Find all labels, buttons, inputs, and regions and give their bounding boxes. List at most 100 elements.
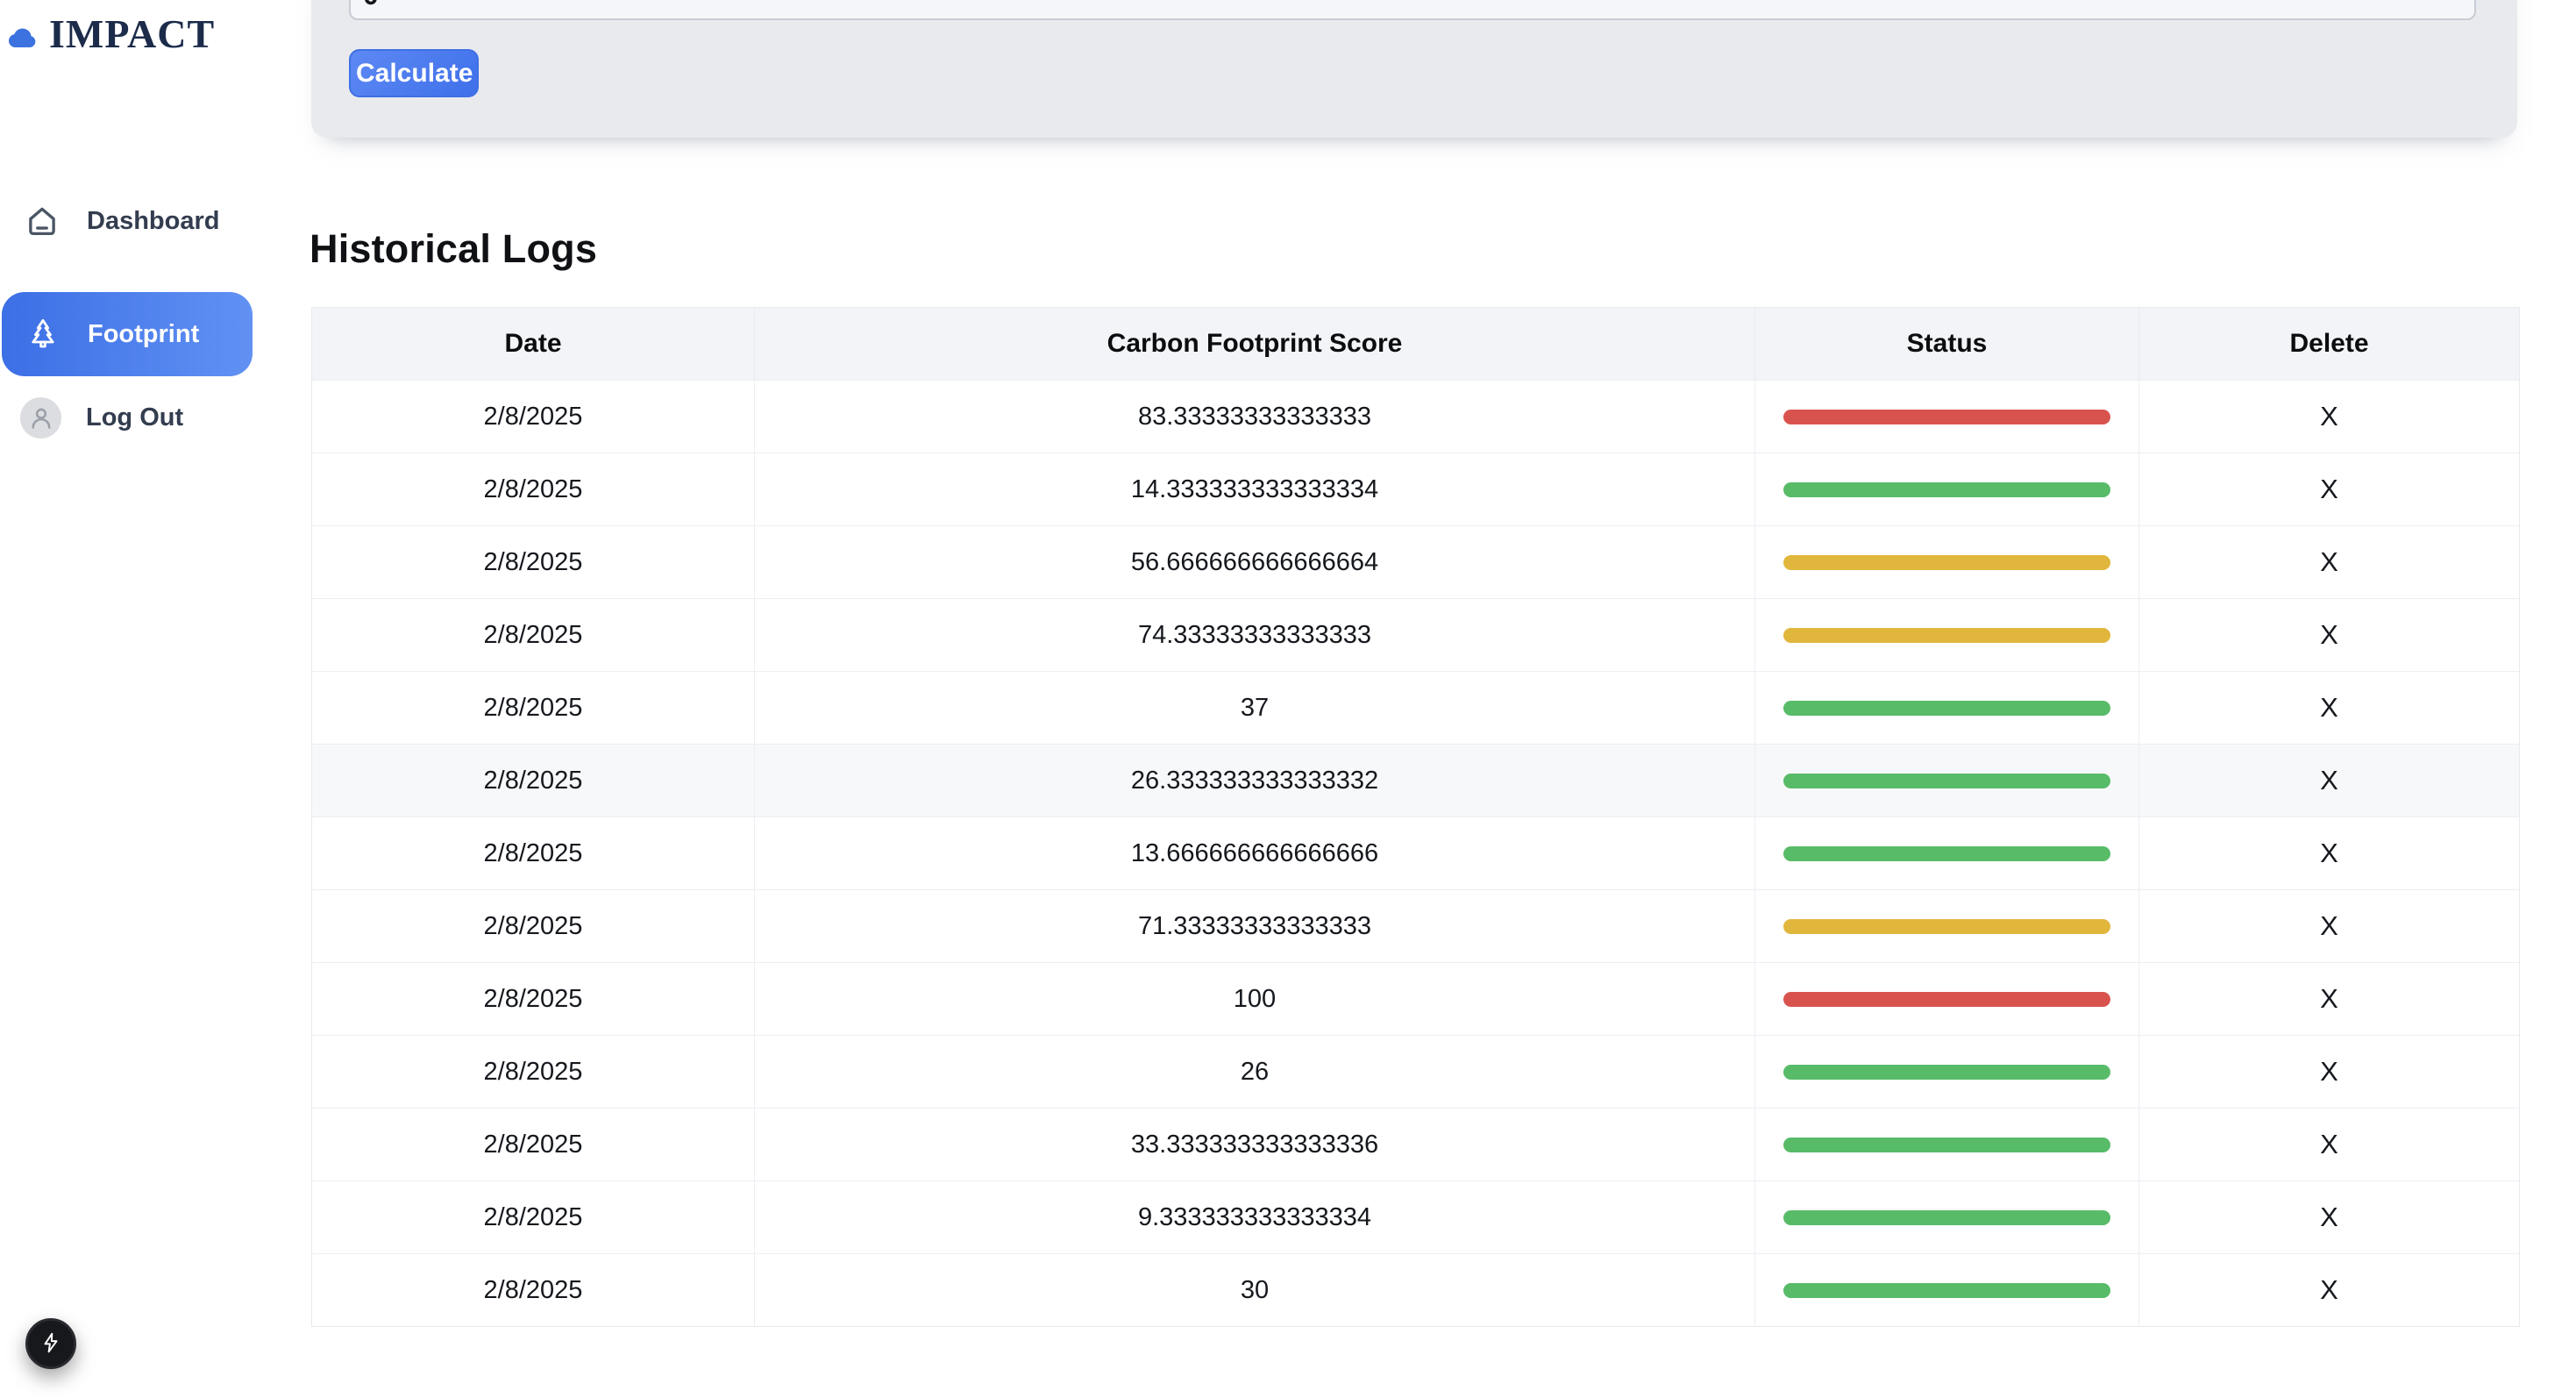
table-row: 2/8/2025 14.333333333333334 X (312, 453, 2519, 525)
score-cell: 13.666666666666666 (755, 817, 1755, 889)
score-cell: 14.333333333333334 (755, 453, 1755, 525)
column-header-date: Date (312, 308, 755, 380)
table-row: 2/8/2025 30 X (312, 1253, 2519, 1326)
status-bar (1783, 845, 2110, 861)
date-cell: 2/8/2025 (312, 526, 755, 598)
status-bar (1783, 1209, 2110, 1225)
table-header-row: Date Carbon Footprint Score Status Delet… (312, 308, 2519, 380)
status-bar (1783, 481, 2110, 497)
pine-tree-icon (25, 316, 61, 353)
sidebar-item-logout[interactable]: Log Out (0, 390, 183, 445)
status-bar (1783, 773, 2110, 788)
status-cell (1755, 1109, 2139, 1180)
status-cell (1755, 1036, 2139, 1108)
status-cell (1755, 745, 2139, 817)
date-cell: 2/8/2025 (312, 1109, 755, 1180)
status-cell (1755, 1254, 2139, 1326)
delete-button[interactable]: X (2320, 838, 2338, 868)
table-row: 2/8/2025 74.33333333333333 X (312, 598, 2519, 671)
status-cell (1755, 526, 2139, 598)
date-cell: 2/8/2025 (312, 599, 755, 671)
delete-button[interactable]: X (2320, 1129, 2338, 1159)
status-bar (1783, 991, 2110, 1007)
date-cell: 2/8/2025 (312, 672, 755, 744)
table-row: 2/8/2025 100 X (312, 962, 2519, 1035)
delete-button[interactable]: X (2320, 983, 2338, 1014)
delete-button[interactable]: X (2320, 401, 2338, 432)
delete-button[interactable]: X (2320, 1202, 2338, 1232)
avatar-icon (20, 396, 61, 439)
score-cell: 71.33333333333333 (755, 890, 1755, 962)
score-input[interactable] (349, 0, 2476, 20)
sidebar-item-label: Dashboard (87, 206, 220, 235)
date-cell: 2/8/2025 (312, 1254, 755, 1326)
table-row: 2/8/2025 83.33333333333333 X (312, 380, 2519, 453)
cloud-icon (9, 28, 36, 47)
score-cell: 100 (755, 963, 1755, 1035)
status-cell (1755, 453, 2139, 525)
date-cell: 2/8/2025 (312, 745, 755, 817)
status-cell (1755, 599, 2139, 671)
date-cell: 2/8/2025 (312, 381, 755, 453)
sidebar-item-label: Log Out (86, 403, 184, 432)
table-row: 2/8/2025 33.333333333333336 X (312, 1108, 2519, 1180)
status-cell (1755, 963, 2139, 1035)
delete-button[interactable]: X (2320, 546, 2338, 577)
brand-name: IMPACT (49, 11, 216, 56)
score-cell: 26 (755, 1036, 1755, 1108)
score-cell: 9.333333333333334 (755, 1181, 1755, 1253)
page-title: Historical Logs (310, 226, 598, 271)
home-icon (24, 203, 60, 239)
table-body: 2/8/2025 83.33333333333333 X 2/8/2025 14… (312, 380, 2519, 1326)
status-cell (1755, 1181, 2139, 1253)
delete-button[interactable]: X (2320, 692, 2338, 723)
lightning-icon (39, 1331, 62, 1357)
status-bar (1783, 1137, 2110, 1152)
status-cell (1755, 672, 2139, 744)
date-cell: 2/8/2025 (312, 817, 755, 889)
status-bar (1783, 554, 2110, 570)
column-header-status: Status (1755, 308, 2139, 380)
dev-tools-fab[interactable] (25, 1318, 76, 1369)
table-row: 2/8/2025 26.333333333333332 X (312, 744, 2519, 817)
status-cell (1755, 890, 2139, 962)
date-cell: 2/8/2025 (312, 453, 755, 525)
delete-button[interactable]: X (2320, 619, 2338, 650)
table-row: 2/8/2025 26 X (312, 1035, 2519, 1108)
delete-button[interactable]: X (2320, 910, 2338, 941)
table-row: 2/8/2025 9.333333333333334 X (312, 1180, 2519, 1253)
date-cell: 2/8/2025 (312, 1181, 755, 1253)
score-cell: 33.333333333333336 (755, 1109, 1755, 1180)
sidebar-item-label: Footprint (88, 319, 200, 348)
status-bar (1783, 700, 2110, 716)
table-row: 2/8/2025 56.666666666666664 X (312, 525, 2519, 598)
table-row: 2/8/2025 71.33333333333333 X (312, 889, 2519, 962)
delete-button[interactable]: X (2320, 474, 2338, 504)
score-cell: 74.33333333333333 (755, 599, 1755, 671)
calculator-panel: Calculate (311, 0, 2517, 138)
historical-logs-table: Date Carbon Footprint Score Status Delet… (311, 307, 2520, 1327)
status-cell (1755, 381, 2139, 453)
date-cell: 2/8/2025 (312, 890, 755, 962)
status-cell (1755, 817, 2139, 889)
sidebar-item-footprint[interactable]: Footprint (2, 292, 253, 376)
delete-button[interactable]: X (2320, 1274, 2338, 1305)
score-cell: 26.333333333333332 (755, 745, 1755, 817)
sidebar-item-dashboard[interactable]: Dashboard (0, 194, 219, 248)
score-cell: 37 (755, 672, 1755, 744)
table-row: 2/8/2025 13.666666666666666 X (312, 817, 2519, 889)
status-bar (1783, 627, 2110, 643)
status-bar (1783, 918, 2110, 934)
brand-logo: IMPACT (7, 11, 215, 57)
score-cell: 30 (755, 1254, 1755, 1326)
delete-button[interactable]: X (2320, 765, 2338, 795)
calculate-button[interactable]: Calculate (349, 49, 479, 97)
date-cell: 2/8/2025 (312, 1036, 755, 1108)
score-cell: 56.666666666666664 (755, 526, 1755, 598)
table-row: 2/8/2025 37 X (312, 671, 2519, 744)
delete-button[interactable]: X (2320, 1056, 2338, 1087)
status-bar (1783, 409, 2110, 424)
status-bar (1783, 1282, 2110, 1298)
date-cell: 2/8/2025 (312, 963, 755, 1035)
column-header-delete: Delete (2289, 329, 2369, 358)
